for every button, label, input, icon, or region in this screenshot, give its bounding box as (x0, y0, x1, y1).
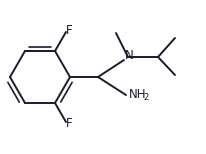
Text: N: N (125, 49, 133, 61)
Text: F: F (66, 24, 72, 37)
Text: NH: NH (129, 89, 146, 101)
Text: 2: 2 (143, 93, 148, 101)
Text: F: F (66, 117, 72, 130)
